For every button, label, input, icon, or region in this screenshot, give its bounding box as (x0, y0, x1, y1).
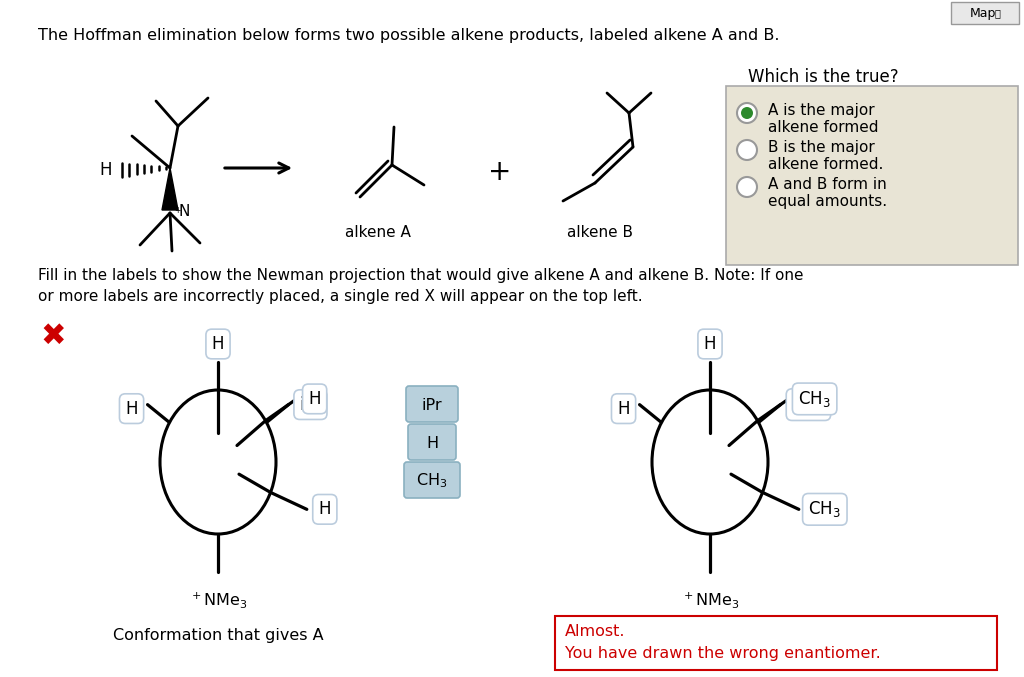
Text: A and B form in: A and B form in (768, 177, 887, 192)
Text: N: N (179, 204, 190, 219)
Text: +: + (488, 158, 512, 186)
Circle shape (737, 140, 757, 160)
Circle shape (737, 177, 757, 197)
Text: $^+$NMe$_3$: $^+$NMe$_3$ (681, 590, 739, 610)
Text: 🏠: 🏠 (995, 8, 1000, 18)
Text: Almost.
You have drawn the wrong enantiomer.: Almost. You have drawn the wrong enantio… (565, 624, 881, 661)
Text: CH$_3$: CH$_3$ (808, 500, 841, 519)
Text: CH$_3$: CH$_3$ (799, 389, 831, 409)
Text: H: H (318, 500, 331, 519)
Text: The Hoffman elimination below forms two possible alkene products, labeled alkene: The Hoffman elimination below forms two … (38, 28, 779, 43)
Text: H: H (308, 390, 321, 408)
Text: iPr: iPr (422, 397, 442, 412)
Text: Map: Map (970, 7, 996, 20)
Ellipse shape (160, 390, 276, 534)
Text: iPr: iPr (300, 395, 322, 414)
Text: Which is the true?: Which is the true? (748, 68, 899, 86)
Text: H: H (125, 399, 138, 418)
Text: alkene A: alkene A (345, 225, 411, 240)
Circle shape (737, 103, 757, 123)
Circle shape (741, 107, 753, 119)
Text: B is the major: B is the major (768, 140, 874, 155)
Text: alkene B: alkene B (567, 225, 633, 240)
FancyBboxPatch shape (951, 2, 1019, 24)
Text: alkene formed.: alkene formed. (768, 157, 884, 172)
Text: H: H (617, 399, 630, 418)
FancyBboxPatch shape (404, 462, 460, 498)
Text: CH$_3$: CH$_3$ (417, 472, 447, 490)
FancyBboxPatch shape (408, 424, 456, 460)
Text: ✖: ✖ (40, 322, 66, 351)
FancyBboxPatch shape (555, 616, 997, 670)
Text: Fill in the labels to show the Newman projection that would give alkene A and al: Fill in the labels to show the Newman pr… (38, 268, 804, 304)
Text: equal amounts.: equal amounts. (768, 194, 887, 209)
Text: CH$_3$: CH$_3$ (792, 395, 824, 414)
Text: H: H (426, 435, 438, 450)
Text: $^+$NMe$_3$: $^+$NMe$_3$ (188, 590, 247, 610)
Text: alkene formed: alkene formed (768, 120, 879, 135)
Text: H: H (212, 335, 224, 353)
FancyBboxPatch shape (406, 386, 458, 422)
Text: $^+$: $^+$ (173, 206, 182, 216)
Text: H: H (99, 161, 112, 179)
Ellipse shape (652, 390, 768, 534)
Text: Conformation that gives A: Conformation that gives A (113, 628, 324, 643)
Text: A is the major: A is the major (768, 103, 874, 118)
FancyBboxPatch shape (726, 86, 1018, 265)
Polygon shape (162, 168, 178, 210)
Text: H: H (703, 335, 716, 353)
